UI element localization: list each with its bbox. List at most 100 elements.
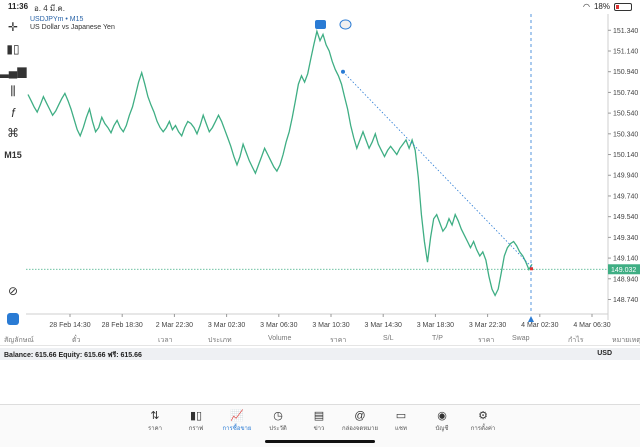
nav-label: กราฟ: [188, 426, 204, 432]
column-header: ประเภท: [208, 337, 232, 344]
nav-tab-account[interactable]: ◉ บัญชี: [422, 409, 462, 433]
column-header: S/L: [383, 335, 394, 342]
cursor-marker: [528, 316, 534, 322]
x-tick-label: 3 Mar 14:30: [365, 322, 402, 329]
nav-label: แชท: [395, 426, 407, 432]
battery-icon: [614, 2, 632, 11]
nav-tab-mailbox[interactable]: @ กล่องจดหมาย: [340, 409, 380, 433]
nav-label: ประวัติ: [269, 426, 287, 432]
positions-header: สัญลักษณ์ ตั๋ว เวลา ประเภท Volume ราคา S/L T/P ร…: [0, 334, 640, 346]
x-tick-label: 28 Feb 18:30: [102, 322, 143, 329]
price-line: [27, 28, 533, 297]
nav-tab-news[interactable]: ▤ ข่าว: [299, 409, 339, 433]
buy-flag-icon: [315, 20, 326, 29]
y-tick-label: 149.540: [613, 214, 638, 221]
history-icon: ◷: [273, 410, 283, 422]
adjust-icon[interactable]: ⫼: [10, 83, 16, 98]
function-icon[interactable]: f: [11, 106, 15, 120]
balance-text: Balance: 615.66 Equity: 615.66 ฟรี: 615.…: [4, 352, 142, 359]
column-header: เวลา: [158, 337, 173, 344]
nav-tab-settings[interactable]: ⚙ การตั้งค่า: [463, 409, 503, 433]
y-tick-label: 150.940: [613, 69, 638, 76]
y-tick-label: 148.940: [613, 276, 638, 283]
y-tick-label: 149.140: [613, 256, 638, 263]
nav-label: การตั้งค่า: [470, 426, 496, 432]
status-date: อ. 4 มี.ค.: [34, 4, 65, 13]
nav-label: การซื้อขาย: [222, 426, 252, 432]
mailbox-icon: @: [354, 410, 366, 422]
x-tick-label: 3 Mar 18:30: [417, 322, 454, 329]
y-tick-label: 150.340: [613, 131, 638, 138]
column-header: ราคา: [330, 337, 347, 344]
nav-tab-chart[interactable]: ▮▯ กราฟ: [176, 409, 216, 433]
nav-tab-chat[interactable]: ▭ แชท: [381, 409, 421, 433]
balance-bar: Balance: 615.66 Equity: 615.66 ฟรี: 615.…: [0, 348, 640, 360]
nav-label: บัญชี: [435, 426, 449, 432]
crosshair-icon[interactable]: ✛: [7, 20, 19, 34]
column-header: ตั๋ว: [72, 337, 81, 344]
y-tick-label: 151.340: [613, 28, 638, 35]
settings-icon: ⚙: [478, 410, 488, 422]
status-right: ◠ 18%: [583, 2, 632, 11]
candles-icon[interactable]: ▮▯: [6, 42, 20, 56]
price-chart[interactable]: 151.340 151.140 150.940 150.740 150.540 150.3…: [26, 14, 640, 334]
status-time: 11:36: [8, 2, 29, 11]
bottom-nav: ⇅ ราคา ▮▯ กราฟ 📈 การซื้อขาย ◷ ประวัติ ▤ ข่าว @ กล่อ…: [0, 404, 640, 447]
current-price-label: 149.032: [611, 267, 636, 274]
trade-icon: 📈: [230, 410, 244, 422]
sell-flag-icon: [339, 19, 352, 30]
y-tick-label: 148.740: [613, 297, 638, 304]
wifi-icon: ◠: [583, 2, 590, 11]
chart-toolbar: ✛ ▮▯ ▂▄▆ ⫼ f ⌘ M15 ⊘: [0, 14, 26, 334]
objects-icon[interactable]: ⌘: [7, 126, 19, 140]
x-tick-label: 3 Mar 02:30: [208, 322, 245, 329]
x-tick-label: 3 Mar 22:30: [469, 322, 506, 329]
symbol-label: USDJPYm: [30, 16, 64, 23]
symbol-description: US Dollar vs Japanese Yen: [30, 24, 115, 31]
x-tick-label: 4 Mar 02:30: [521, 322, 558, 329]
x-tick-label: 3 Mar 06:30: [260, 322, 297, 329]
chart-icon: ▮▯: [189, 410, 203, 422]
nav-tab-trade[interactable]: 📈 การซื้อขาย: [217, 409, 257, 433]
y-tick-label: 150.740: [613, 90, 638, 97]
y-tick-label: 149.740: [613, 193, 638, 200]
current-price-tag: [608, 264, 640, 275]
indicators-icon[interactable]: ▂▄▆: [0, 64, 27, 78]
nav-label: ข่าว: [313, 426, 325, 432]
x-tick-label: 3 Mar 10:30: [312, 322, 349, 329]
column-header: T/P: [432, 335, 443, 342]
column-header: ราคา: [478, 337, 495, 344]
y-tick-label: 149.940: [613, 173, 638, 180]
logo-icon[interactable]: [4, 310, 22, 328]
chart-svg[interactable]: 151.340 151.140 150.940 150.740 150.540 150.3…: [26, 14, 640, 334]
account-icon: ◉: [437, 410, 447, 422]
column-header: สัญลักษณ์: [4, 337, 34, 344]
trend-icon[interactable]: ⊘: [7, 284, 19, 298]
column-header: หมายเหตุ: [612, 337, 640, 344]
chart-symbol-title: USDJPYm • M15: [30, 16, 84, 23]
y-tick-label: 149.340: [613, 235, 638, 242]
trend-anchor: [341, 69, 345, 74]
timeframe-button[interactable]: M15: [4, 150, 22, 160]
column-header: กำไร: [568, 337, 584, 344]
x-tick-label: 28 Feb 14:30: [49, 322, 90, 329]
chat-icon: ▭: [395, 410, 407, 422]
x-tick-label: 4 Mar 06:30: [573, 322, 610, 329]
y-tick-label: 150.540: [613, 111, 638, 118]
y-tick-label: 151.140: [613, 48, 638, 55]
status-bar: 11:36 อ. 4 มี.ค. ◠ 18%: [0, 0, 640, 14]
column-header: Volume: [268, 335, 292, 342]
quotes-icon: ⇅: [150, 410, 160, 422]
nav-label: กล่องจดหมาย: [341, 426, 379, 432]
trend-end-marker: [530, 267, 533, 271]
column-header: Swap: [512, 335, 530, 342]
trend-line: [342, 71, 532, 267]
nav-tab-quotes[interactable]: ⇅ ราคา: [135, 409, 175, 433]
battery-percent: 18%: [593, 2, 610, 11]
balance-currency: USD: [597, 350, 612, 357]
home-indicator: [265, 440, 375, 443]
nav-tab-history[interactable]: ◷ ประวัติ: [258, 409, 298, 433]
timeframe-label: M15: [69, 16, 84, 23]
y-tick-label: 150.140: [613, 152, 638, 159]
news-icon: ▤: [313, 410, 325, 422]
